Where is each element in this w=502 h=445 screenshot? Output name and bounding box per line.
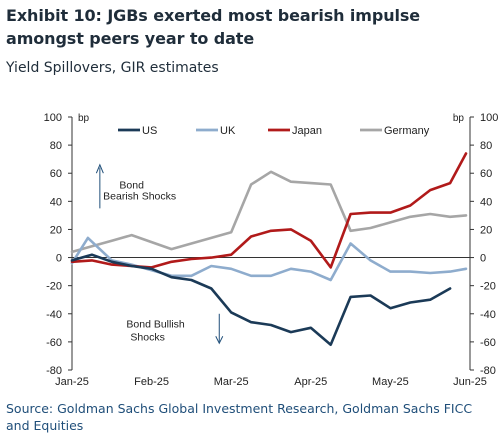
source-note: Source: Goldman Sachs Global Investment …: [6, 401, 473, 433]
x-tick-label: Apr-25: [294, 376, 327, 388]
x-tick-label: Jan-25: [55, 376, 89, 388]
bullish-arrow-head: [215, 336, 224, 345]
series-layer: [70, 152, 468, 347]
x-tick-label: Jun-25: [453, 376, 487, 388]
bullish-label-line2: Shocks: [130, 331, 164, 343]
legend-label-germany: Germany: [384, 125, 430, 137]
y-tick-label-left: -40: [46, 309, 62, 321]
y-tick-label-left: 60: [50, 168, 62, 180]
y-tick-label-left: 0: [56, 253, 62, 265]
y-unit-right: bp: [453, 113, 465, 124]
y-tick-label-left: 100: [44, 112, 62, 124]
legend-label-japan: Japan: [292, 125, 322, 137]
bullish-label-line1: Bond Bullish: [126, 319, 185, 331]
y-tick-label-left: -80: [46, 365, 62, 377]
y-unit-left: bp: [78, 113, 90, 124]
bearish-label-line2: Bearish Shocks: [103, 191, 176, 203]
series-line-us: [70, 253, 452, 347]
y-tick-label-right: 60: [480, 168, 492, 180]
axes-layer: 100 100 80 80 60 60 40 40 20 20 0 0 -20 -20 -40 -40 -60 -…: [44, 112, 499, 388]
series-line-uk: [70, 236, 468, 282]
y-tick-label-right: -80: [480, 365, 496, 377]
legend-label-uk: UK: [220, 125, 236, 137]
chart-subtitle: Yield Spillovers, GIR estimates: [6, 60, 219, 76]
x-tick-label: Mar-25: [214, 376, 249, 388]
y-tick-label-left: -20: [46, 281, 62, 293]
legend: US UK Japan Germany: [118, 125, 430, 137]
y-tick-label-left: 40: [50, 196, 62, 208]
y-tick-label-left: 80: [50, 140, 62, 152]
chart-title: Exhibit 10: JGBs exerted most bearish im…: [6, 6, 421, 48]
y-tick-label-right: 20: [480, 224, 492, 236]
y-tick-label-right: 0: [480, 253, 486, 265]
y-tick-label-right: -60: [480, 337, 496, 349]
y-tick-label-right: -20: [480, 281, 496, 293]
y-tick-label-left: -60: [46, 337, 62, 349]
x-tick-label: May-25: [372, 376, 409, 388]
y-tick-label-right: -40: [480, 309, 496, 321]
legend-label-us: US: [142, 125, 157, 137]
y-tick-label-right: 40: [480, 196, 492, 208]
y-tick-label-right: 80: [480, 140, 492, 152]
y-tick-label-right: 100: [480, 112, 498, 124]
bearish-label-line1: Bond: [119, 179, 144, 191]
x-tick-label: Feb-25: [134, 376, 169, 388]
y-tick-label-left: 20: [50, 224, 62, 236]
series-line-japan: [70, 152, 468, 269]
bearish-arrow-head: [95, 163, 104, 174]
series-line-germany: [70, 170, 468, 254]
